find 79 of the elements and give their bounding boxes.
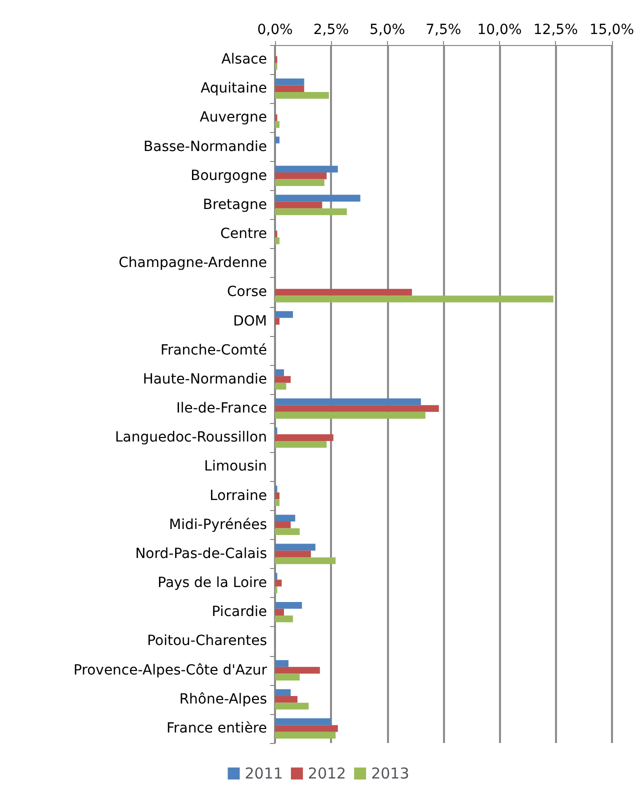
y-tick-label: Centre [220,226,267,242]
x-tick-label: 2,5% [313,22,349,38]
bar [275,702,309,710]
y-tick-label: Languedoc-Roussillon [114,430,267,446]
bar [275,499,280,506]
y-tick-label: Franche-Comté [160,342,267,358]
bar [275,78,304,86]
y-tick-label: Auvergne [200,110,267,126]
bar [275,405,439,412]
y-tick-label: France entière [166,720,267,736]
bar [275,237,280,244]
bar [275,528,300,536]
y-tick-label: Basse-Normandie [144,138,267,155]
legend-label: 2012 [308,764,346,782]
y-tick-label: Bourgogne [190,168,267,184]
bar [275,318,280,325]
bar [275,557,336,564]
bar [275,296,554,302]
bar [275,288,412,296]
bar [275,521,291,528]
y-tick-label: Pays de la Loire [158,575,267,592]
bar [275,369,284,376]
bar [275,725,338,732]
y-tick-label: Poitou-Charentes [147,633,267,650]
y-tick-label: Corse [226,284,267,300]
y-tick-label: Bretagne [202,196,267,213]
y-tick-label: Aquitaine [200,80,267,97]
legend-label: 2013 [371,764,410,782]
bar [275,208,347,216]
bar [275,492,280,500]
bar [275,602,302,609]
bar [275,382,286,390]
bar [275,194,360,202]
x-tick-label: 5,0% [369,22,406,38]
x-tick-label: 15,0% [590,22,634,38]
bar [275,172,327,180]
bar [275,166,338,172]
bar [275,550,311,558]
bar [275,580,282,586]
x-tick-label: 10,0% [477,22,522,38]
bar [275,718,332,726]
bar [275,121,280,128]
y-tick-label: Ile-de-France [176,400,267,417]
bar [275,441,327,448]
y-tick-label: Alsace [221,52,267,68]
y-tick-label: Midi-Pyrénées [169,516,267,533]
bar [275,398,421,406]
y-tick-label: Lorraine [210,488,267,504]
bar [275,660,288,667]
bar [275,689,291,696]
x-tick-label: 7,5% [426,22,462,38]
y-tick-label: Limousin [204,458,267,475]
bar [275,674,300,680]
bar [275,616,293,622]
y-tick-label: Nord-Pas-de-Calais [135,546,267,562]
bar [275,311,293,318]
x-tick-label: 0,0% [257,22,293,38]
bar [275,608,284,616]
bar [275,732,336,739]
bar [275,696,298,703]
y-tick-label: Haute-Normandie [142,371,267,388]
legend-label: 2011 [244,764,283,782]
bar [275,85,304,92]
bar [275,544,316,551]
bar [275,666,320,674]
y-tick-label: Picardie [212,604,267,620]
y-tick-label: DOM [233,313,267,330]
bar [275,434,334,442]
bar [275,92,329,99]
bar [275,376,291,383]
bar [275,514,296,522]
bar [275,202,322,208]
y-tick-label: Champagne-Ardenne [118,255,267,272]
bar [275,412,426,419]
bar [275,136,280,144]
x-tick-label: 12,5% [533,22,578,38]
bar [275,179,324,186]
y-tick-label: Rhône-Alpes [179,691,267,708]
y-tick-label: Provence-Alpes-Côte d'Azur [73,662,268,678]
